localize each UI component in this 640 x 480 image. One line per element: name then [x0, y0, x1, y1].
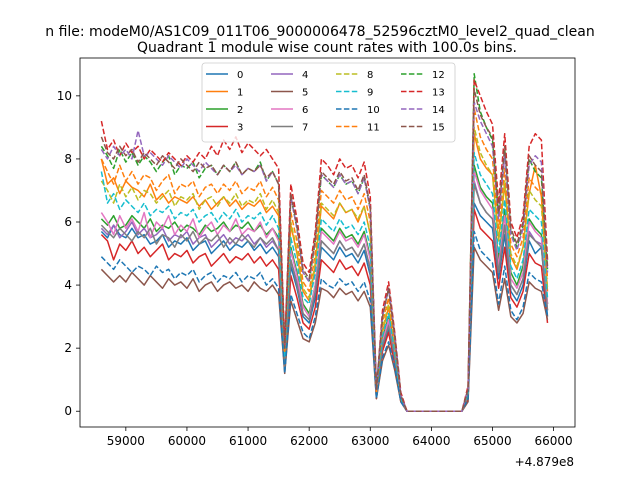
x-tick-label: 62000	[290, 434, 328, 448]
x-offset-label: +4.879e8	[515, 455, 574, 469]
x-tick-label: 63000	[351, 434, 389, 448]
x-tick-label: 66000	[535, 434, 573, 448]
figure-suptitle: n file: modeM0/AS1C09_011T06_9000006478_…	[45, 24, 594, 40]
legend-label-4: 4	[302, 70, 308, 81]
y-axis: 0 2 4 6 8 10	[57, 89, 80, 418]
series-line-15	[100, 88, 549, 412]
y-tick-label: 8	[64, 152, 72, 166]
legend-frame	[201, 62, 456, 143]
legend-label-6: 6	[302, 105, 308, 116]
legend-label-11: 11	[367, 123, 380, 134]
y-tick-label: 2	[64, 341, 72, 355]
y-tick-label: 0	[64, 404, 72, 418]
legend-label-12: 12	[432, 70, 445, 81]
legend-label-10: 10	[367, 105, 380, 116]
chart-title: Quadrant 1 module wise count rates with …	[137, 40, 517, 56]
y-tick-label: 10	[57, 89, 72, 103]
legend-label-7: 7	[302, 123, 308, 134]
legend-label-3: 3	[237, 123, 243, 134]
x-axis: 59000 60000 61000 62000 63000 64000 65000 66000	[107, 427, 573, 448]
legend-label-13: 13	[432, 88, 445, 99]
series-layer	[100, 73, 549, 412]
y-tick-label: 6	[64, 215, 72, 229]
series-line-9	[100, 151, 549, 412]
legend-label-15: 15	[432, 123, 445, 134]
x-tick-label: 59000	[107, 434, 145, 448]
legend-label-2: 2	[237, 105, 243, 116]
legend-label-0: 0	[237, 70, 243, 81]
legend-label-5: 5	[302, 88, 308, 99]
legend-label-8: 8	[367, 70, 373, 81]
x-tick-label: 60000	[168, 434, 206, 448]
y-tick-label: 4	[64, 278, 72, 292]
legend-label-14: 14	[432, 105, 445, 116]
plot-frame	[79, 57, 576, 428]
series-line-10	[100, 230, 549, 412]
legend-label-9: 9	[367, 88, 373, 99]
x-tick-label: 61000	[229, 434, 267, 448]
legend-label-1: 1	[237, 88, 243, 99]
x-tick-label: 64000	[412, 434, 450, 448]
x-tick-label: 65000	[473, 434, 511, 448]
